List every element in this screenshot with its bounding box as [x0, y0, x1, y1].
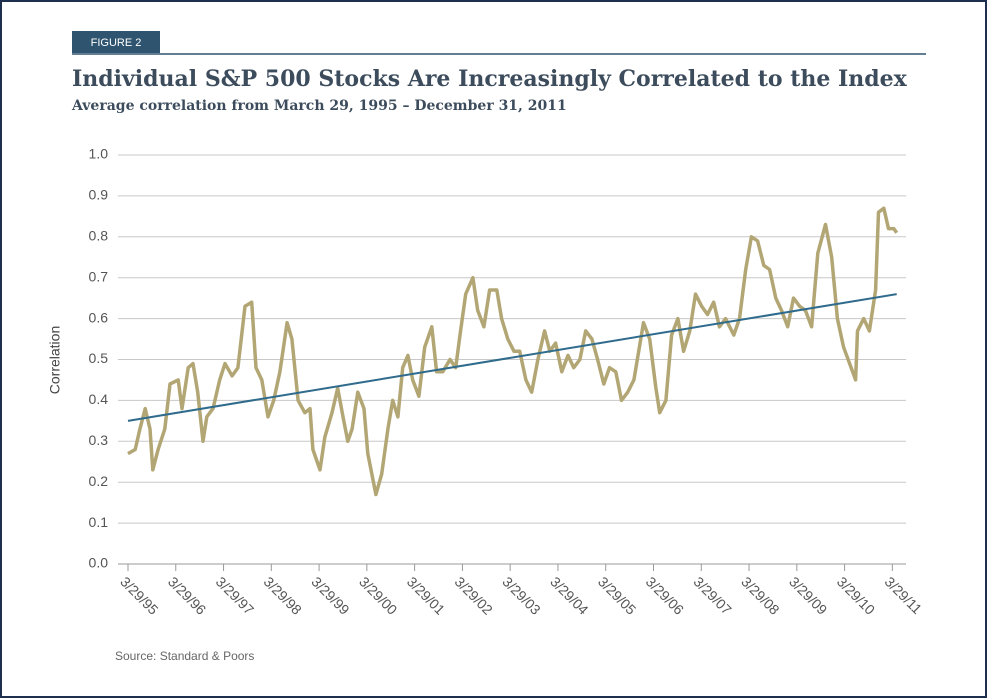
y-tick-label: 0.7 [89, 268, 109, 284]
y-tick-label: 0.8 [89, 228, 109, 244]
y-tick-label: 0.4 [89, 391, 109, 407]
figure-label: FIGURE 2 [91, 37, 142, 49]
y-axis-label: Correlation [47, 326, 63, 394]
correlation-line [127, 206, 899, 497]
y-tick-label: 0.9 [89, 187, 109, 203]
figure-label-box [72, 31, 160, 53]
y-tick-label: 0.1 [89, 514, 109, 530]
y-tick-label: 0.3 [89, 432, 109, 448]
chart-title: Individual S&P 500 Stocks Are Increasing… [72, 66, 908, 92]
trend-line [127, 293, 897, 422]
y-tick-label: 0.2 [89, 473, 109, 489]
y-tick-label: 0.0 [89, 555, 109, 571]
chart-subtitle: Average correlation from March 29, 1995 … [71, 98, 567, 114]
y-tick-label: 1.0 [89, 146, 109, 162]
y-tick-label: 0.6 [89, 309, 109, 325]
source: Source: Standard & Poors [115, 649, 254, 663]
y-tick-label: 0.5 [89, 350, 109, 366]
